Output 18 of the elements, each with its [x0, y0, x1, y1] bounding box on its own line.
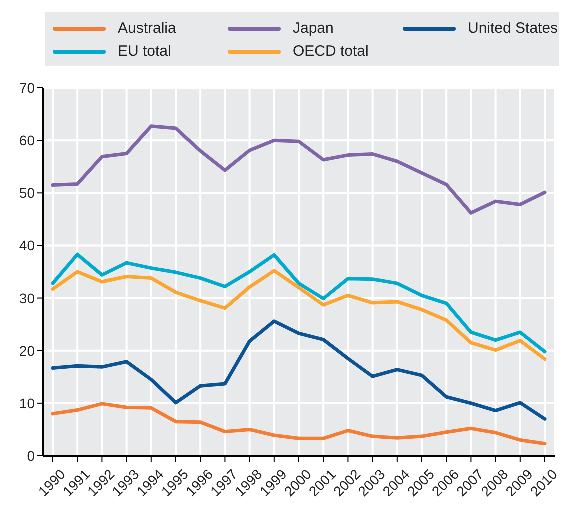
line-series	[51, 252, 547, 354]
y-tick-label: 70	[19, 80, 36, 96]
y-tick-label: 0	[27, 448, 36, 464]
y-tick-label: 50	[19, 185, 36, 202]
y-tick-label: 40	[19, 238, 36, 254]
y-tick-label: 20	[19, 342, 36, 359]
legend-label: Australia	[118, 20, 176, 37]
legend-label: Japan	[293, 20, 334, 37]
y-tick-label: 10	[19, 395, 36, 412]
line-series	[51, 269, 547, 362]
y-tick-label: 60	[19, 132, 36, 149]
line-series	[51, 402, 547, 446]
legend-label: EU total	[118, 43, 172, 60]
line-series	[51, 124, 547, 215]
y-tick-label: 30	[19, 290, 36, 306]
legend-label: United States	[468, 20, 558, 37]
legend-label: OECD total	[293, 43, 369, 60]
line-series	[51, 320, 547, 421]
